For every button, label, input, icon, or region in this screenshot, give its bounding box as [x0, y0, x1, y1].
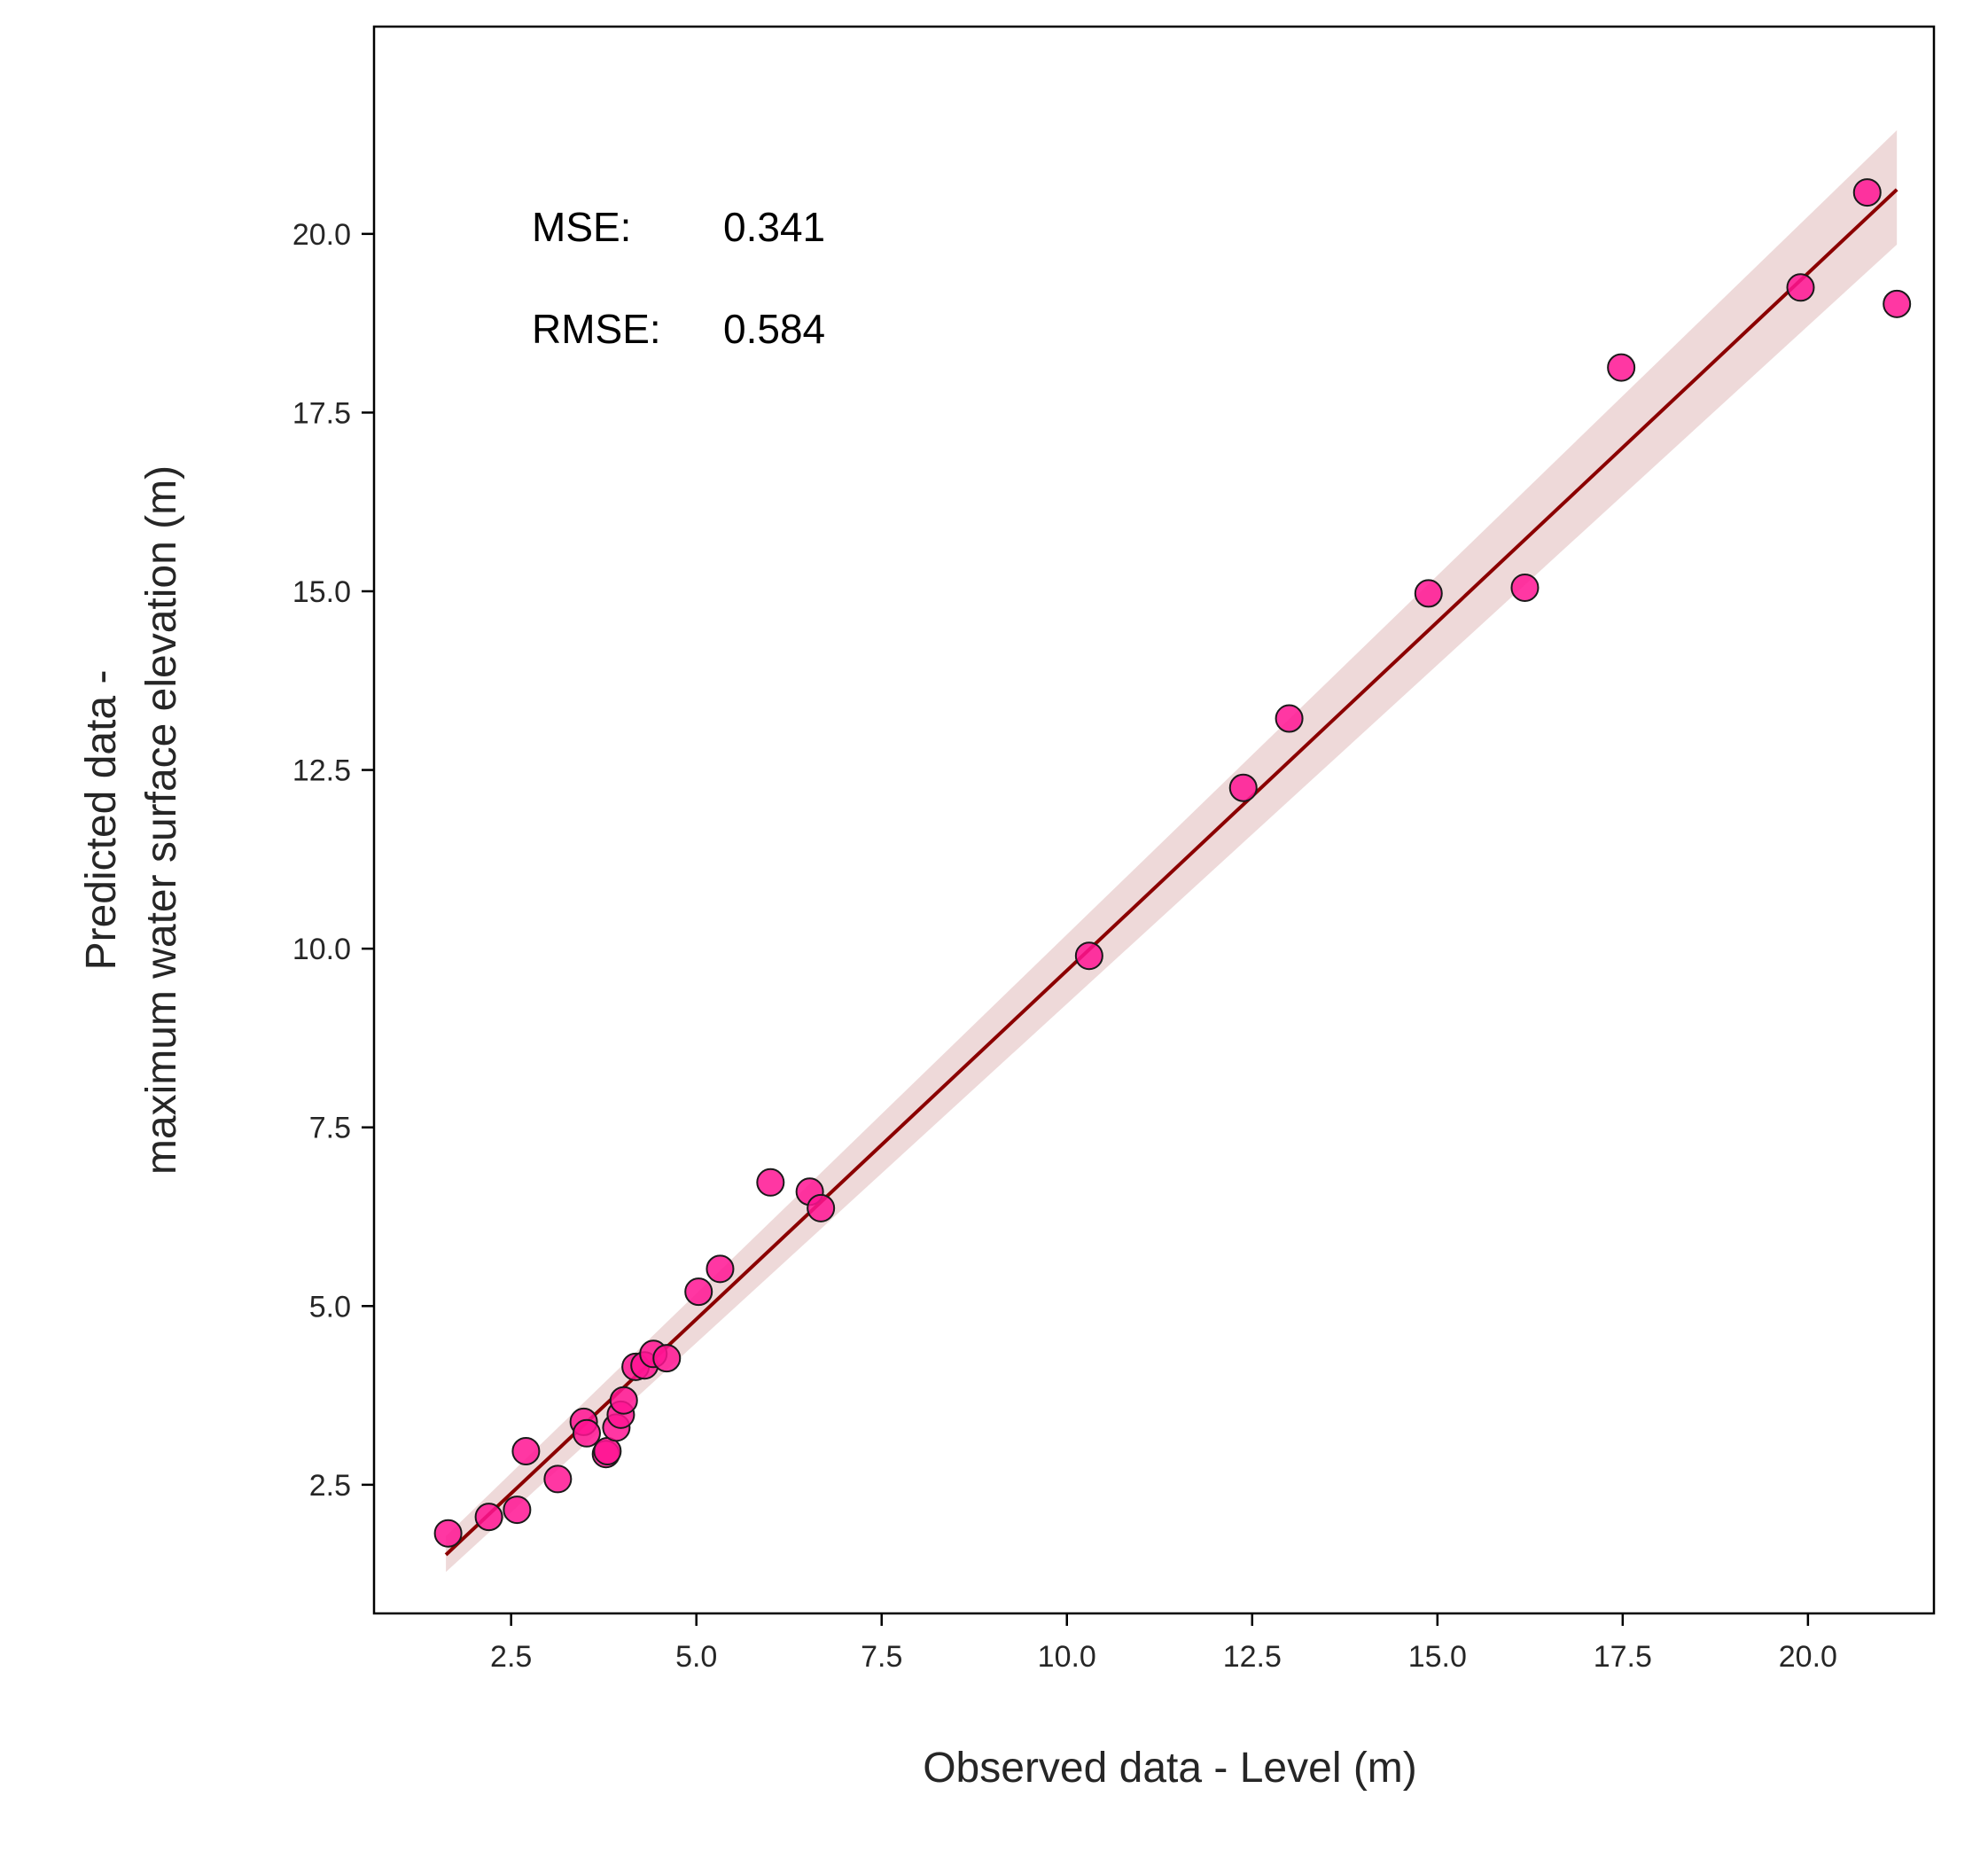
regression-line-layer: [444, 188, 1898, 1557]
data-point: [1414, 579, 1443, 608]
data-point: [652, 1344, 682, 1373]
mse-value: 0.341: [723, 204, 825, 250]
data-point: [1074, 941, 1103, 971]
data-point: [756, 1168, 785, 1197]
data-point: [1228, 773, 1258, 802]
y-axis-label-line-2: maximum water surface elevation (m): [138, 465, 185, 1175]
data-point: [684, 1277, 713, 1307]
y-tick-label: 20.0: [292, 218, 351, 252]
plot-frame: [372, 25, 1936, 1615]
x-tick-label: 10.0: [1038, 1640, 1096, 1674]
data-point: [511, 1436, 541, 1465]
y-tick-label: 10.0: [292, 933, 351, 966]
rmse-value: 0.584: [723, 306, 825, 352]
y-tick-label: 17.5: [292, 396, 351, 430]
rmse-label: RMSE:: [532, 306, 661, 352]
x-tick-label: 20.0: [1779, 1640, 1837, 1674]
data-point: [543, 1464, 573, 1494]
y-axis-ticks: 2.5 5.0 7.5 10.0 12.5 15.0 17.5 20.0: [292, 218, 374, 1503]
data-point: [706, 1254, 735, 1284]
regression-line: [444, 188, 1898, 1557]
y-axis-label: Predicted data - maximum water surface e…: [78, 465, 185, 1175]
y-tick-label: 7.5: [309, 1112, 351, 1145]
data-point: [1607, 353, 1636, 382]
data-point: [433, 1519, 463, 1548]
plot-background: [374, 27, 1934, 1613]
y-tick-label: 5.0: [309, 1290, 351, 1324]
mse-label: MSE:: [532, 204, 631, 250]
data-point: [474, 1503, 503, 1532]
data-point: [1852, 178, 1882, 207]
data-point: [503, 1496, 532, 1525]
data-points-layer: [433, 178, 1912, 1548]
x-axis-ticks: 2.5 5.0 7.5 10.0 12.5 15.0 17.5 20.0: [490, 1613, 1837, 1674]
data-point: [807, 1193, 836, 1222]
data-point: [1786, 273, 1815, 302]
y-tick-label: 12.5: [292, 754, 351, 788]
data-point: [1510, 573, 1540, 602]
x-tick-label: 12.5: [1223, 1640, 1282, 1674]
x-tick-label: 5.0: [675, 1640, 717, 1674]
x-tick-label: 15.0: [1408, 1640, 1467, 1674]
x-tick-label: 2.5: [490, 1640, 532, 1674]
data-point: [572, 1418, 601, 1448]
x-tick-label: 7.5: [861, 1640, 902, 1674]
y-tick-label: 2.5: [309, 1469, 351, 1503]
x-axis-label: Observed data - Level (m): [923, 1745, 1417, 1792]
data-point: [1275, 704, 1304, 733]
data-point: [1883, 289, 1912, 318]
y-tick-label: 15.0: [292, 575, 351, 609]
x-tick-label: 17.5: [1594, 1640, 1652, 1674]
y-axis-label-line-1: Predicted data -: [78, 670, 125, 971]
data-point: [593, 1436, 622, 1465]
data-point: [609, 1386, 638, 1415]
